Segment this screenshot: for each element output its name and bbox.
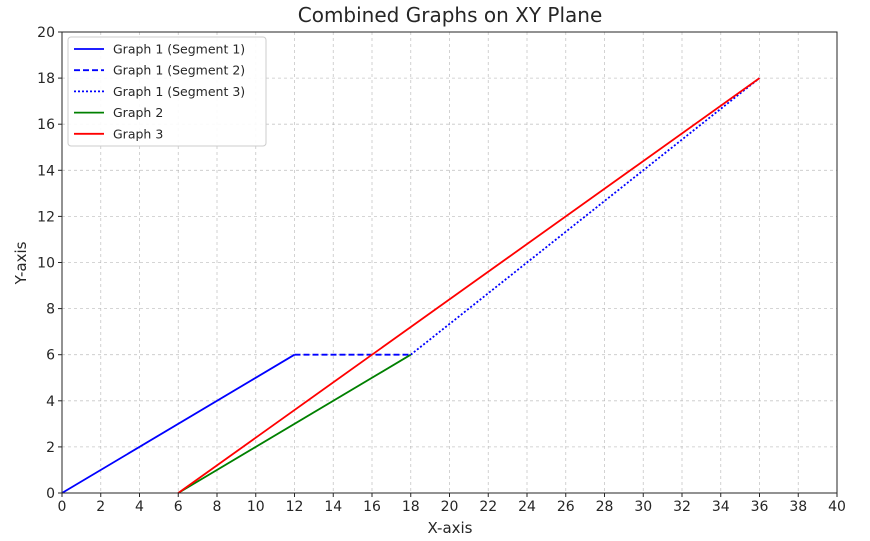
x-tick-label: 34 <box>712 499 730 515</box>
y-tick-label: 0 <box>46 486 55 502</box>
x-tick-label: 0 <box>58 499 67 515</box>
x-tick-label: 38 <box>789 499 807 515</box>
x-tick-label: 14 <box>324 499 342 515</box>
series-line-5 <box>177 77 761 494</box>
y-tick-label: 14 <box>37 163 55 179</box>
x-tick-label: 8 <box>213 499 222 515</box>
y-axis-ticks: 0 2 4 6 8 10 12 14 16 18 20 <box>37 25 62 502</box>
series-line-1 <box>61 353 295 494</box>
x-tick-label: 22 <box>479 499 497 515</box>
x-tick-label: 10 <box>247 499 265 515</box>
x-tick-label: 18 <box>402 499 420 515</box>
y-tick-label: 8 <box>46 302 55 318</box>
x-tick-label: 30 <box>634 499 652 515</box>
series-line-4 <box>177 353 412 494</box>
y-tick-label: 10 <box>37 256 55 272</box>
legend-box <box>67 36 267 147</box>
legend-label: Graph 1 (Segment 1) <box>113 42 245 57</box>
x-tick-label: 26 <box>557 499 575 515</box>
legend-label: Graph 1 (Segment 2) <box>113 63 245 78</box>
y-tick-label: 4 <box>46 394 55 410</box>
x-tick-label: 6 <box>174 499 183 515</box>
legend-label: Graph 1 (Segment 3) <box>113 84 245 99</box>
y-tick-label: 6 <box>46 348 55 364</box>
x-axis-ticks: 0 2 4 6 8 10 12 14 16 18 20 22 24 26 28 30 32 34 36 38 40 <box>58 493 846 515</box>
x-tick-label: 20 <box>441 499 459 515</box>
x-tick-label: 2 <box>96 499 105 515</box>
x-tick-label: 28 <box>596 499 614 515</box>
x-tick-label: 36 <box>751 499 769 515</box>
series-layer <box>61 77 761 494</box>
legend-label: Graph 2 <box>113 105 163 120</box>
y-axis-label: Y-axis <box>12 241 30 285</box>
legend: Graph 1 (Segment 1) Graph 1 (Segment 2) Gr… <box>67 36 267 147</box>
x-tick-label: 24 <box>518 499 536 515</box>
legend-label: Graph 3 <box>113 126 163 141</box>
y-tick-label: 18 <box>37 71 55 87</box>
y-tick-label: 20 <box>37 25 55 41</box>
x-tick-label: 32 <box>673 499 691 515</box>
x-tick-label: 40 <box>828 499 846 515</box>
x-tick-label: 12 <box>286 499 304 515</box>
y-tick-label: 16 <box>37 117 55 133</box>
x-axis-label: X-axis <box>428 519 473 537</box>
chart-title: Combined Graphs on XY Plane <box>298 3 603 27</box>
y-tick-label: 2 <box>46 440 55 456</box>
x-tick-label: 4 <box>135 499 144 515</box>
x-tick-label: 16 <box>363 499 381 515</box>
y-tick-label: 12 <box>37 209 55 225</box>
